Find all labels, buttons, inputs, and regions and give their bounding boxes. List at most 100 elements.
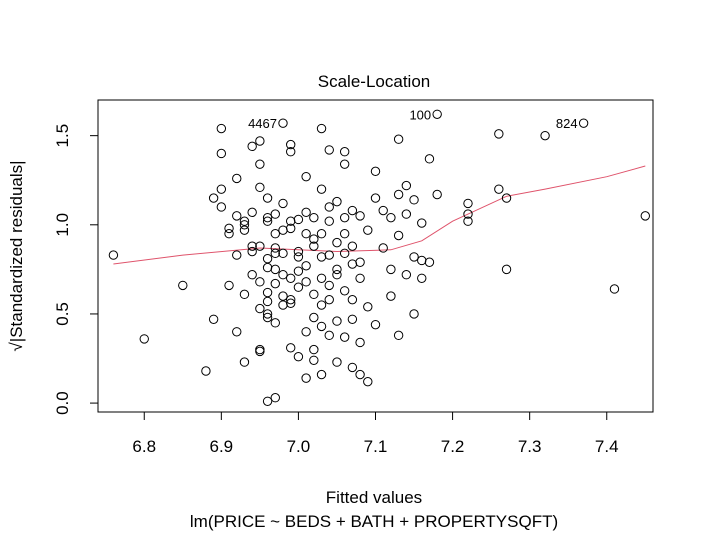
data-point xyxy=(301,171,311,182)
data-point xyxy=(232,327,242,337)
data-point xyxy=(208,314,219,324)
data-point xyxy=(286,294,296,305)
data-point xyxy=(232,211,242,221)
x-tick-label: 6.8 xyxy=(132,437,156,456)
x-tick-label: 7.2 xyxy=(441,437,465,456)
point-label: 100 xyxy=(409,107,431,122)
data-point xyxy=(339,147,350,157)
data-point xyxy=(463,209,473,219)
data-point xyxy=(494,129,504,139)
data-point xyxy=(239,357,250,367)
data-point xyxy=(378,243,388,253)
data-point xyxy=(316,123,327,134)
data-point xyxy=(339,212,350,223)
data-point xyxy=(347,205,358,216)
data-point xyxy=(424,257,435,267)
data-point xyxy=(332,270,342,280)
data-point xyxy=(255,241,265,251)
data-point xyxy=(339,248,350,259)
data-point xyxy=(286,139,296,150)
data-point xyxy=(108,250,119,260)
data-point xyxy=(417,273,427,283)
data-point xyxy=(324,280,334,291)
smooth-line-layer xyxy=(113,165,646,265)
data-point xyxy=(386,291,396,301)
data-point xyxy=(262,193,273,203)
data-point xyxy=(347,294,358,305)
data-point xyxy=(494,184,504,194)
data-point xyxy=(640,211,650,221)
data-point xyxy=(386,264,396,275)
x-tick-label: 7.3 xyxy=(518,437,542,456)
data-point xyxy=(270,278,280,289)
y-tick-label: 0.5 xyxy=(53,302,72,326)
data-point xyxy=(224,229,234,239)
data-point xyxy=(324,202,334,212)
data-point xyxy=(393,330,404,341)
data-point xyxy=(262,216,273,226)
data-point xyxy=(286,223,296,234)
data-point xyxy=(239,289,250,300)
data-point xyxy=(501,193,512,203)
data-point xyxy=(363,302,373,312)
data-point xyxy=(355,257,365,267)
data-point xyxy=(286,298,296,308)
data-point xyxy=(232,173,242,184)
data-point xyxy=(216,202,227,212)
data-point xyxy=(316,273,327,283)
data-point xyxy=(316,321,327,332)
data-point xyxy=(316,369,327,380)
x-tick-label: 7.0 xyxy=(287,437,311,456)
data-point xyxy=(270,243,280,253)
point-label: 4467 xyxy=(248,116,277,131)
data-point xyxy=(463,216,473,226)
data-point xyxy=(262,212,273,223)
data-point xyxy=(309,234,319,244)
data-point xyxy=(255,277,265,287)
data-point xyxy=(293,246,304,257)
data-point xyxy=(216,123,227,134)
data-point xyxy=(255,136,265,146)
data-point xyxy=(386,212,396,223)
data-point xyxy=(355,369,365,380)
data-point xyxy=(239,225,250,235)
points-layer xyxy=(108,123,650,407)
chart-subtitle: lm(PRICE ~ BEDS + BATH + PROPERTYSQFT) xyxy=(190,512,558,531)
data-point xyxy=(247,141,257,152)
data-point xyxy=(301,277,311,287)
data-point xyxy=(316,229,327,239)
data-point xyxy=(370,166,381,177)
data-point xyxy=(224,223,234,234)
y-tick-label: 1.5 xyxy=(53,124,72,148)
data-point xyxy=(239,220,250,230)
data-point xyxy=(216,148,227,159)
data-point xyxy=(247,207,257,218)
data-point xyxy=(286,147,296,157)
smooth-trend-line xyxy=(113,165,646,265)
data-point xyxy=(293,214,304,225)
data-point xyxy=(363,225,373,235)
data-point xyxy=(324,216,334,226)
data-point xyxy=(270,318,280,328)
data-point xyxy=(262,287,273,298)
data-point xyxy=(270,209,280,219)
data-point xyxy=(139,334,149,344)
data-point xyxy=(293,352,304,362)
data-point xyxy=(270,393,280,403)
data-point xyxy=(409,252,419,262)
data-point xyxy=(370,319,381,330)
x-tick-label: 7.4 xyxy=(595,437,619,456)
data-point xyxy=(339,159,350,169)
data-point xyxy=(332,264,342,275)
data-point xyxy=(309,312,319,323)
data-point xyxy=(309,289,319,300)
data-point xyxy=(309,212,319,223)
chart-title: Scale-Location xyxy=(318,72,430,91)
labels-layer: 4467 100 824 xyxy=(248,107,589,131)
data-point xyxy=(332,237,342,248)
y-axis: 0.0 0.5 1.0 1.5 xyxy=(53,124,99,415)
data-point xyxy=(216,184,227,194)
labeled-data-point xyxy=(278,118,288,128)
labeled-data-point xyxy=(578,118,589,128)
